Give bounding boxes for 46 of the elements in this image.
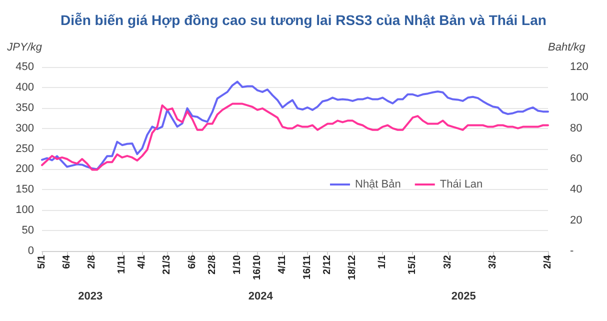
legend-label: Nhật Bản (355, 178, 401, 190)
y2-axis-title: Baht/kg (548, 42, 586, 54)
x-tick-label: 5/1 (36, 254, 48, 269)
y-tick-label: 400 (16, 81, 34, 94)
y-tick-label: 50 (22, 224, 34, 237)
x-tick-label: 2/8 (86, 254, 98, 269)
line-series (41, 102, 549, 171)
y-tick-label: 100 (16, 204, 34, 216)
x-tick-label: 6/6 (186, 254, 198, 269)
y-axis-title: JPY/kg (6, 42, 43, 54)
x-tick-label: 4/11 (276, 254, 288, 274)
y2-tick-label: 120 (570, 61, 588, 73)
x-tick-label: 6/4 (62, 254, 73, 269)
x-tick-label: 18/12 (347, 254, 358, 280)
x-tick-label: 21/3 (162, 254, 173, 274)
x-tick-label: 1/10 (232, 254, 243, 274)
y-tick-label: 250 (16, 142, 34, 155)
text: 2024 (248, 290, 274, 302)
y-tick-label: 450 (16, 61, 34, 73)
x-tick-label: 16/11 (302, 254, 314, 280)
text: 2025 (451, 290, 476, 302)
y2-tick-label: - (570, 245, 574, 257)
y2-tick-label: 80 (570, 122, 582, 134)
y2-tick-label: 100 (570, 92, 588, 104)
x-tick-label: 4/1 (136, 254, 148, 269)
y-tick-label: 350 (16, 102, 34, 114)
y-tick-label: 200 (16, 163, 34, 176)
y2-tick-label: 60 (570, 153, 582, 165)
y2-tick-label: 20 (570, 214, 582, 226)
legend-label: Thái Lan (440, 178, 483, 190)
chart-title: Diễn biến giá Hợp đồng cao su tương lai RSS3 của Nhật Bản và Thái Lan (60, 12, 546, 28)
x-tick-label: 2/12 (322, 254, 334, 274)
line-series (41, 80, 549, 170)
x-tick-label: 1/1 (377, 254, 388, 269)
y2-tick-label: 40 (570, 184, 582, 196)
x-tick-label: 3/3 (487, 254, 498, 269)
text: 2023 (78, 290, 103, 302)
y-tick-label: 150 (16, 184, 34, 196)
x-tick-label: 1/11 (116, 254, 128, 274)
x-tick-label: 16/10 (252, 254, 263, 280)
x-tick-label: 22/8 (206, 254, 218, 274)
x-tick-label: 2/4 (542, 254, 554, 269)
y-tick-label: 0 (28, 245, 34, 257)
y-tick-label: 300 (16, 122, 34, 134)
x-tick-label: 3/2 (442, 254, 454, 269)
x-tick-label: 15/1 (407, 254, 418, 274)
